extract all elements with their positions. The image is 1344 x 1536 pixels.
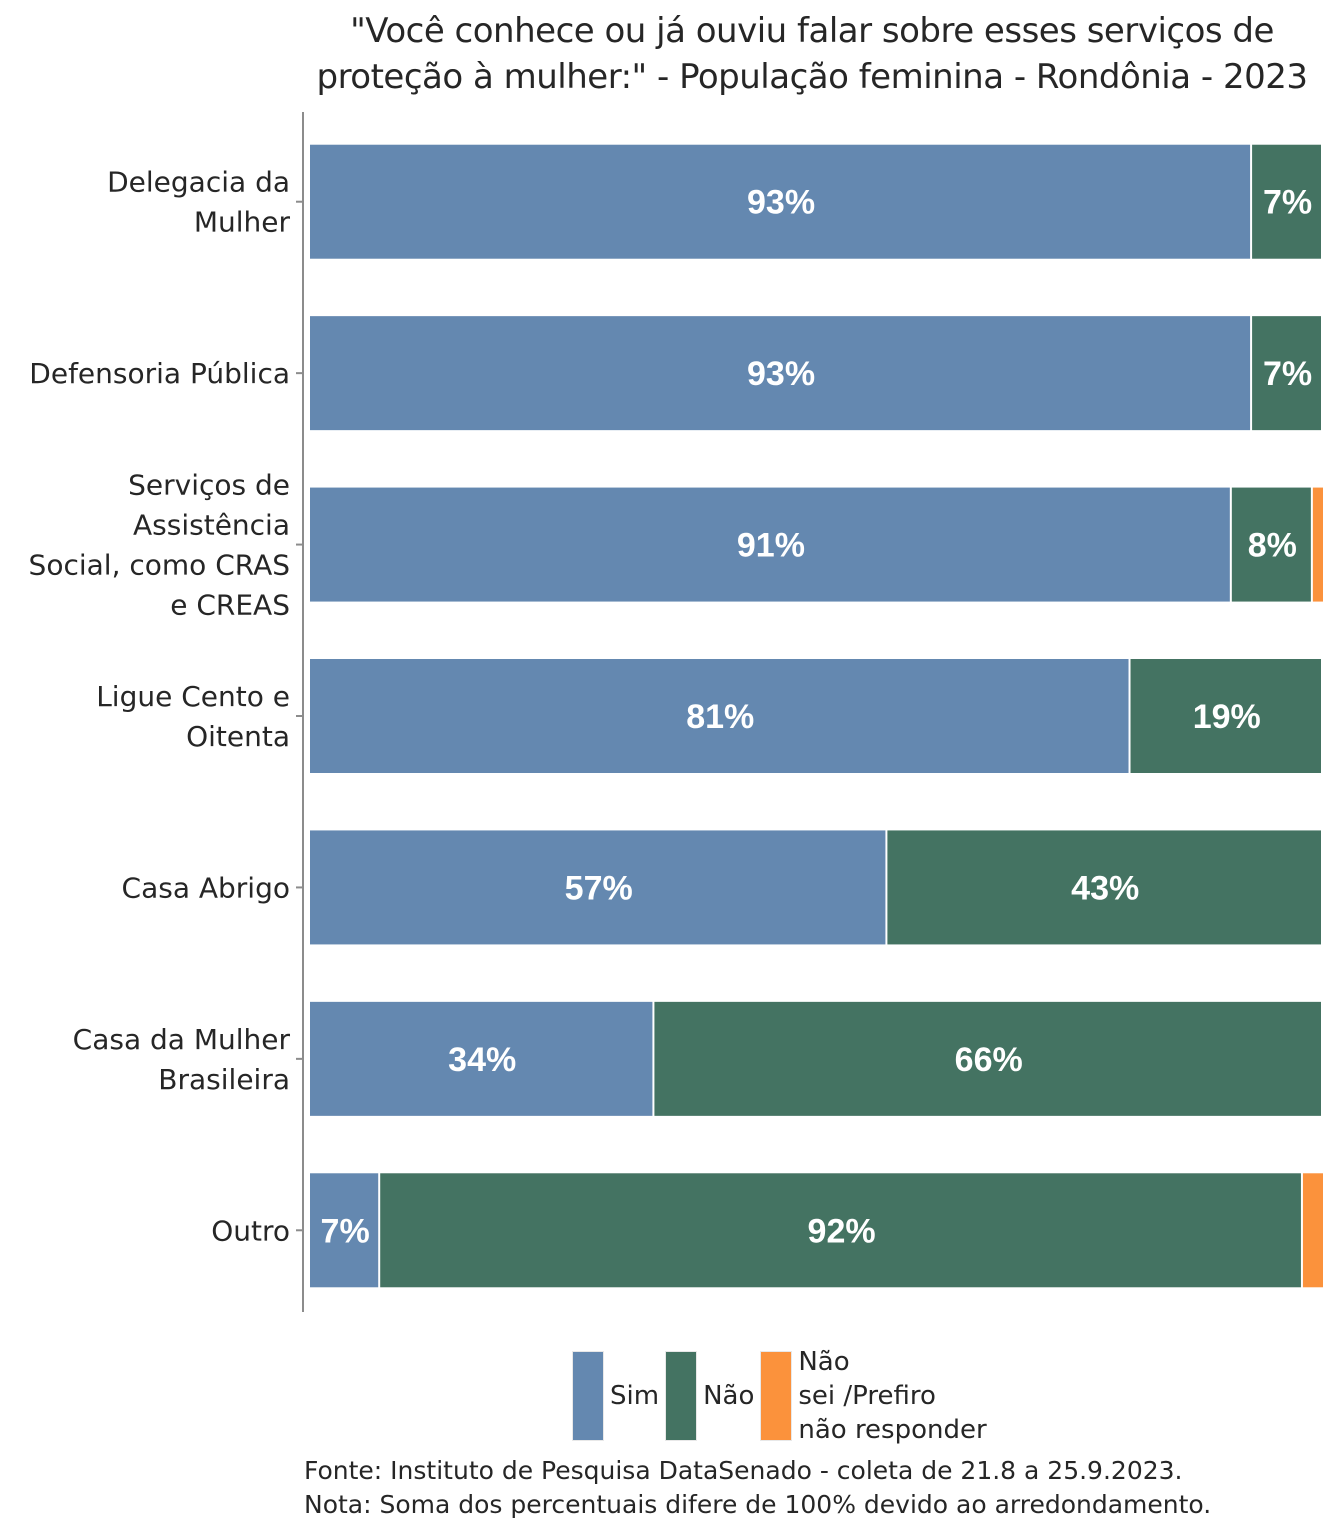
category-label: Serviços de Assistência Social, como CRAS e…: [29, 469, 290, 622]
legend-label-line: Não: [703, 1381, 755, 1411]
category-label-line: Outro: [211, 1214, 290, 1247]
category-label: Casa Abrigo: [122, 871, 290, 904]
chart-title: "Você conhece ou já ouviu falar sobre es…: [280, 8, 1344, 100]
bar-segment-nao: [1252, 316, 1321, 431]
bar-segment-sim: [310, 659, 1129, 773]
data-label-nao: 7%: [1263, 184, 1312, 222]
data-label-nao: 19%: [1193, 698, 1261, 736]
data-label-sim: 34%: [448, 1041, 516, 1079]
bar-segment-nao-sei-prefiro-nao-responder: [1312, 487, 1323, 602]
bar-segment-nao: [654, 1001, 1321, 1116]
category-label-line: e CREAS: [170, 589, 290, 622]
legend-label-line: não responder: [798, 1415, 987, 1445]
legend-item-sim: Sim: [572, 1351, 659, 1441]
rounding-note: Nota: Soma dos percentuais difere de 100…: [304, 1490, 1212, 1519]
stacked-bar-chart: 93% 7% 93% 7% 91% 8% 81% 19% 57% 43% 34% 66% 7% 92% D…: [29, 112, 1323, 1312]
data-label-nao: 66%: [955, 1041, 1023, 1079]
legend-swatch-nao: [665, 1351, 698, 1441]
legend-label-line: Não: [798, 1347, 850, 1377]
category-label: Delegacia da Mulher: [107, 166, 290, 239]
category-label: Ligue Cento e Oitenta: [96, 680, 290, 753]
category-label: Defensoria Pública: [29, 357, 290, 390]
legend-label-nao-sei: Não sei /Prefiro não responder: [798, 1345, 998, 1447]
category-label-line: Serviços de: [128, 469, 290, 502]
legend-label-line: sei /Prefiro: [798, 1381, 936, 1411]
bar-segment-sim: [310, 1001, 653, 1116]
category-label: Casa da Mulher Brasileira: [73, 1023, 291, 1096]
bar-segment-nao: [887, 830, 1321, 945]
category-label-line: Defensoria Pública: [29, 357, 290, 390]
data-label-sim: 93%: [747, 184, 815, 222]
category-label: Outro: [211, 1214, 290, 1247]
chart-title-line-1: "Você conhece ou já ouviu falar sobre es…: [350, 11, 1274, 51]
data-label-sim: 91%: [737, 527, 805, 565]
data-label-nao: 43%: [1071, 869, 1139, 907]
bar-segment-nao: [380, 1173, 1301, 1288]
legend-item-nao-sei: Não sei /Prefiro não responder: [760, 1345, 998, 1447]
bar-segment-nao-sei-prefiro-nao-responder: [1302, 1173, 1323, 1288]
bar-segment-sim: [310, 1173, 379, 1288]
category-label-line: Mulher: [194, 206, 291, 239]
bar-segment-sim: [310, 487, 1230, 602]
chart-notes: Fonte: Instituto de Pesquisa DataSenado …: [304, 1454, 1211, 1522]
category-label-line: Social, como CRAS: [29, 549, 290, 582]
legend-label-sim: Sim: [610, 1379, 659, 1413]
category-label-line: Casa da Mulher: [73, 1023, 291, 1056]
data-label-nao: 7%: [1263, 355, 1312, 393]
bar-segment-nao: [1231, 487, 1311, 602]
data-label-sim: 93%: [747, 355, 815, 393]
bar-segment-sim: [310, 316, 1251, 431]
data-label-sim: 81%: [686, 698, 754, 736]
data-label-nao: 8%: [1248, 527, 1297, 565]
bar-segment-nao: [1252, 144, 1321, 259]
category-label-line: Delegacia da: [107, 166, 290, 199]
data-label-sim: 57%: [565, 869, 633, 907]
legend-swatch-nao-sei: [760, 1351, 793, 1441]
bars-layer: 93% 7% 93% 7% 91% 8% 81% 19% 57% 43% 34% 66% 7% 92%: [310, 144, 1323, 1288]
source-note: Fonte: Instituto de Pesquisa DataSenado …: [304, 1456, 1183, 1485]
category-label-line: Assistência: [133, 509, 290, 542]
data-label-nao: 92%: [808, 1212, 876, 1250]
legend-item-nao: Não: [665, 1351, 754, 1441]
legend-swatch-sim: [572, 1351, 604, 1441]
legend: Sim Não Não sei /Prefiro não responder: [572, 1347, 1004, 1445]
category-label-line: Ligue Cento e: [96, 680, 290, 713]
bar-segment-sim: [310, 144, 1251, 259]
data-label-sim: 7%: [321, 1212, 370, 1250]
bar-segment-sim: [310, 830, 886, 945]
category-label-line: Brasileira: [158, 1063, 290, 1096]
bar-segment-nao: [1130, 659, 1321, 773]
legend-label-line: Sim: [610, 1381, 660, 1411]
chart-title-line-2: proteção à mulher:" - População feminina…: [316, 57, 1308, 97]
category-label-line: Casa Abrigo: [122, 871, 290, 904]
category-label-line: Oitenta: [186, 720, 290, 753]
legend-label-nao: Não: [703, 1379, 754, 1413]
